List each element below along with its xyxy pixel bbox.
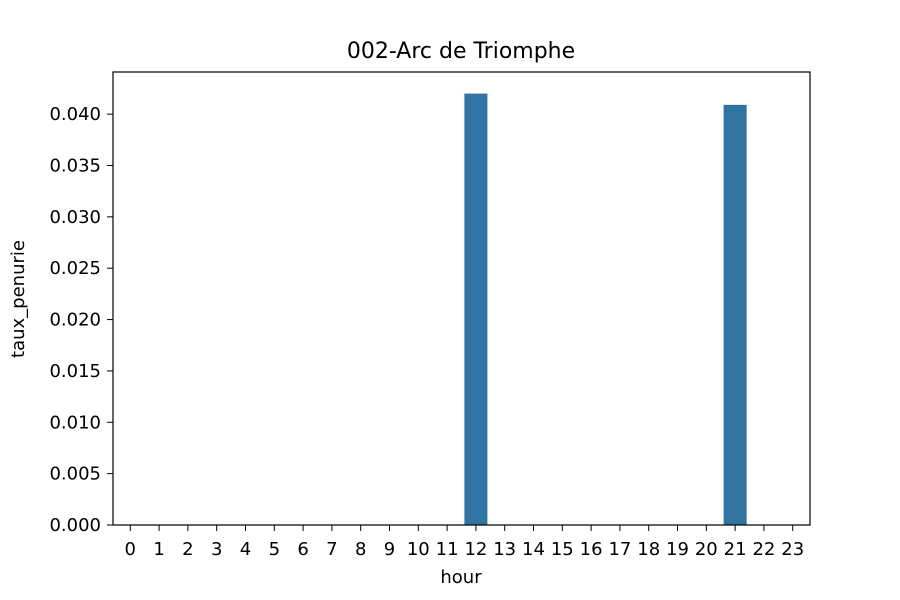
- bar-hour-12: [464, 93, 488, 525]
- x-tick-label: 17: [608, 539, 631, 560]
- x-tick-label: 15: [551, 539, 574, 560]
- x-tick-label: 14: [522, 539, 545, 560]
- bars-group: [464, 93, 747, 526]
- x-tick-label: 19: [666, 539, 689, 560]
- x-tick-label: 2: [182, 539, 193, 560]
- x-tick-label: 10: [407, 539, 430, 560]
- y-tick-label: 0.035: [49, 155, 101, 176]
- y-tick-label: 0.020: [49, 310, 101, 331]
- x-tick-label: 5: [269, 539, 280, 560]
- y-tick-label: 0.015: [49, 361, 101, 382]
- x-tick-label: 11: [436, 539, 459, 560]
- x-axis-label: hour: [440, 567, 482, 588]
- bar-hour-21: [723, 104, 747, 526]
- x-tick-label: 0: [125, 539, 136, 560]
- x-axis-ticks: 0 1 2 3 4 5 6 7 8 9 10 11 12 13 14 15 16 17 18 19 20 21 22 23: [125, 525, 804, 560]
- y-axis-label: taux_penurie: [8, 240, 29, 358]
- y-tick-label: 0.040: [49, 104, 101, 125]
- x-tick-label: 4: [240, 539, 251, 560]
- x-tick-label: 23: [781, 539, 804, 560]
- x-tick-label: 6: [297, 539, 308, 560]
- x-tick-label: 18: [637, 539, 660, 560]
- chart-title: 002-Arc de Triomphe: [347, 39, 575, 64]
- x-tick-label: 1: [153, 539, 164, 560]
- x-tick-label: 22: [752, 539, 775, 560]
- y-axis-ticks: 0.000 0.005 0.010 0.015 0.020 0.025 0.030 0.035…: [49, 104, 113, 536]
- x-tick-label: 13: [493, 539, 516, 560]
- x-tick-label: 8: [355, 539, 366, 560]
- y-tick-label: 0.025: [49, 258, 101, 279]
- y-tick-label: 0.010: [49, 412, 101, 433]
- x-tick-label: 9: [384, 539, 395, 560]
- x-tick-label: 20: [695, 539, 718, 560]
- plot-frame: [112, 71, 811, 526]
- x-tick-label: 16: [580, 539, 603, 560]
- y-tick-label: 0.005: [49, 464, 101, 485]
- x-tick-label: 3: [211, 539, 222, 560]
- y-tick-label: 0.030: [49, 207, 101, 228]
- x-tick-label: 7: [326, 539, 337, 560]
- x-tick-label: 21: [724, 539, 747, 560]
- x-tick-label: 12: [464, 539, 487, 560]
- y-tick-label: 0.000: [49, 515, 101, 536]
